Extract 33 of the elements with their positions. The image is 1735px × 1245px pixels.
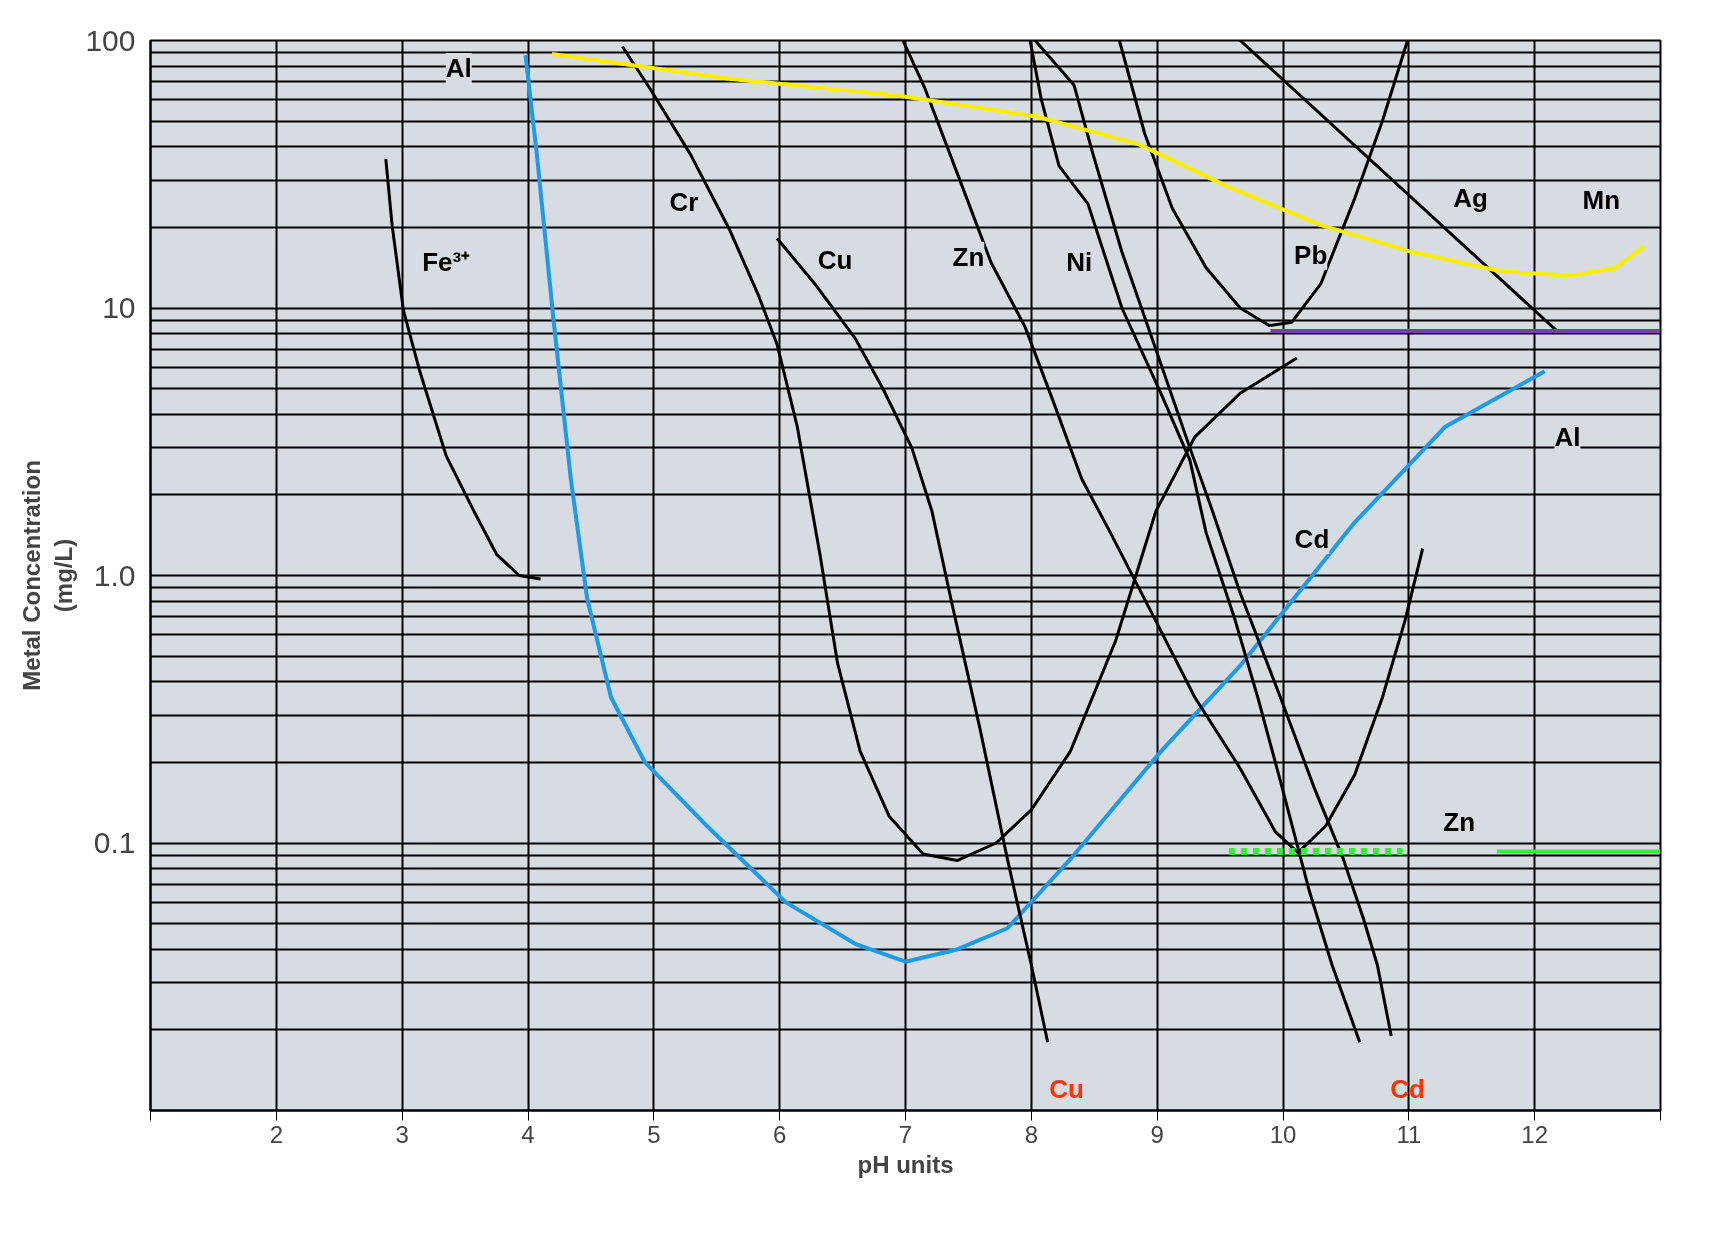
x-tick-label: 4 — [521, 1120, 535, 1148]
x-tick-label: 10 — [1269, 1120, 1297, 1148]
x-tick-label: 12 — [1521, 1120, 1549, 1148]
annotation: Ag — [1453, 183, 1488, 214]
x-tick-label: 2 — [269, 1120, 284, 1148]
x-tick-label: 5 — [647, 1120, 661, 1148]
x-tick-label: 6 — [772, 1120, 787, 1148]
annotation: Al — [445, 52, 472, 83]
y-tick-label: 1.0 — [93, 558, 136, 592]
annotation: Ni — [1066, 247, 1093, 278]
annotation: Mn — [1582, 184, 1621, 215]
line-series — [384, 157, 543, 581]
x-tick-label: 11 — [1396, 1120, 1422, 1148]
x-tick-label: 3 — [395, 1120, 409, 1148]
annotation: Fe³⁺ — [422, 247, 471, 278]
x-tick-label: 7 — [898, 1120, 913, 1148]
y-tick-label: 0.1 — [93, 826, 136, 859]
line-series — [523, 53, 1547, 964]
annotation: Zn — [952, 242, 985, 273]
annotation: Cr — [669, 186, 699, 217]
line-series — [549, 52, 1647, 278]
annotation: Zn — [1443, 806, 1476, 837]
x-tick-label: 8 — [1024, 1120, 1039, 1148]
x-tick-label: 9 — [1150, 1120, 1164, 1148]
annotation: Cu — [817, 245, 853, 276]
annotation: Pb — [1294, 239, 1328, 270]
y-tick-label: 10 — [102, 291, 136, 324]
y-tick-label: 100 — [85, 23, 136, 57]
annotation: Al — [1554, 421, 1581, 452]
x-axis-title: pH units — [857, 1150, 954, 1178]
y-axis-title: Metal Concentration (mg/L) — [18, 460, 78, 691]
annotation: Cd — [1294, 523, 1330, 554]
annotation: Cu — [1049, 1073, 1084, 1104]
